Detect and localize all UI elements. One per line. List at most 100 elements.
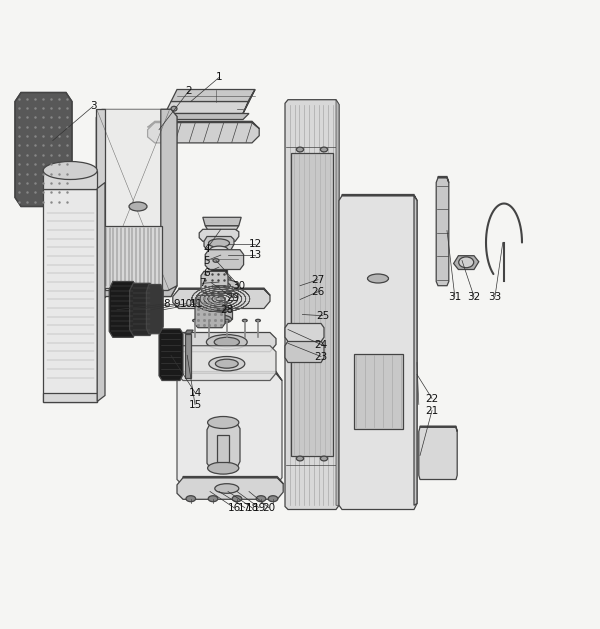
Polygon shape bbox=[109, 282, 137, 337]
Text: 4: 4 bbox=[203, 243, 211, 253]
Text: 21: 21 bbox=[425, 406, 439, 416]
Text: 24: 24 bbox=[314, 340, 328, 350]
Text: 19: 19 bbox=[253, 503, 266, 513]
Text: 33: 33 bbox=[488, 291, 502, 301]
Ellipse shape bbox=[186, 496, 196, 502]
Polygon shape bbox=[161, 109, 177, 296]
Ellipse shape bbox=[208, 462, 239, 474]
Text: 28: 28 bbox=[220, 304, 233, 314]
Text: 16: 16 bbox=[227, 503, 241, 513]
Polygon shape bbox=[185, 330, 193, 334]
Polygon shape bbox=[204, 237, 234, 250]
Polygon shape bbox=[148, 121, 259, 128]
Polygon shape bbox=[336, 100, 339, 505]
Polygon shape bbox=[15, 92, 72, 206]
Text: 9: 9 bbox=[173, 299, 181, 309]
Polygon shape bbox=[419, 427, 457, 479]
Ellipse shape bbox=[210, 315, 232, 323]
Polygon shape bbox=[211, 258, 229, 260]
Polygon shape bbox=[195, 295, 225, 328]
Polygon shape bbox=[173, 289, 270, 308]
Ellipse shape bbox=[256, 496, 266, 502]
Ellipse shape bbox=[268, 496, 278, 502]
Text: 25: 25 bbox=[316, 311, 329, 321]
Polygon shape bbox=[420, 426, 457, 431]
Text: 14: 14 bbox=[188, 387, 202, 398]
Polygon shape bbox=[43, 170, 97, 189]
Polygon shape bbox=[339, 196, 417, 509]
Text: 31: 31 bbox=[448, 291, 461, 301]
Ellipse shape bbox=[208, 416, 239, 428]
Text: 29: 29 bbox=[226, 292, 239, 303]
Text: 7: 7 bbox=[199, 278, 206, 288]
Polygon shape bbox=[177, 333, 276, 352]
Polygon shape bbox=[43, 189, 97, 401]
Ellipse shape bbox=[320, 147, 328, 152]
Polygon shape bbox=[211, 280, 227, 284]
Polygon shape bbox=[414, 196, 417, 505]
Polygon shape bbox=[436, 178, 449, 286]
Text: 23: 23 bbox=[314, 352, 328, 362]
Ellipse shape bbox=[224, 320, 229, 321]
Polygon shape bbox=[201, 271, 228, 294]
Polygon shape bbox=[148, 123, 259, 143]
Polygon shape bbox=[210, 308, 232, 320]
Polygon shape bbox=[243, 89, 255, 113]
Polygon shape bbox=[97, 182, 105, 401]
Text: 18: 18 bbox=[245, 503, 259, 513]
Text: 32: 32 bbox=[467, 291, 481, 301]
Polygon shape bbox=[96, 286, 177, 296]
Text: 30: 30 bbox=[232, 281, 245, 291]
Ellipse shape bbox=[296, 147, 304, 152]
Polygon shape bbox=[211, 260, 227, 274]
Polygon shape bbox=[171, 89, 255, 101]
Polygon shape bbox=[291, 152, 333, 455]
Text: 6: 6 bbox=[203, 267, 211, 277]
Text: 22: 22 bbox=[425, 394, 439, 403]
Polygon shape bbox=[354, 353, 403, 428]
Ellipse shape bbox=[208, 496, 218, 502]
Ellipse shape bbox=[213, 259, 219, 262]
Text: 11: 11 bbox=[190, 299, 203, 309]
Ellipse shape bbox=[242, 320, 247, 321]
Polygon shape bbox=[207, 424, 240, 467]
Ellipse shape bbox=[43, 162, 97, 179]
Polygon shape bbox=[177, 373, 282, 486]
Polygon shape bbox=[199, 230, 239, 242]
Ellipse shape bbox=[206, 335, 247, 350]
Ellipse shape bbox=[320, 456, 328, 461]
Text: 17: 17 bbox=[238, 503, 251, 513]
Polygon shape bbox=[185, 334, 191, 377]
Polygon shape bbox=[130, 283, 154, 335]
Ellipse shape bbox=[215, 484, 239, 493]
Ellipse shape bbox=[211, 282, 230, 289]
Polygon shape bbox=[146, 284, 163, 334]
Ellipse shape bbox=[256, 320, 260, 321]
Ellipse shape bbox=[209, 239, 229, 247]
Polygon shape bbox=[210, 250, 228, 260]
Ellipse shape bbox=[209, 357, 245, 371]
Text: 1: 1 bbox=[215, 72, 223, 82]
Ellipse shape bbox=[203, 279, 239, 292]
Ellipse shape bbox=[210, 302, 232, 310]
Polygon shape bbox=[159, 329, 183, 381]
Polygon shape bbox=[177, 477, 283, 499]
Ellipse shape bbox=[129, 202, 147, 211]
Polygon shape bbox=[342, 194, 417, 201]
Polygon shape bbox=[177, 346, 276, 381]
Polygon shape bbox=[454, 256, 479, 269]
Polygon shape bbox=[96, 109, 105, 296]
Ellipse shape bbox=[207, 275, 231, 284]
Ellipse shape bbox=[367, 274, 389, 283]
Ellipse shape bbox=[232, 496, 242, 502]
Text: 2: 2 bbox=[185, 86, 193, 96]
Text: 15: 15 bbox=[188, 399, 202, 409]
Text: 10: 10 bbox=[179, 299, 193, 309]
Ellipse shape bbox=[207, 279, 231, 289]
Ellipse shape bbox=[193, 320, 197, 321]
Polygon shape bbox=[183, 477, 283, 484]
Text: 27: 27 bbox=[311, 275, 325, 285]
Polygon shape bbox=[205, 250, 244, 269]
Polygon shape bbox=[285, 323, 324, 342]
Ellipse shape bbox=[210, 246, 228, 253]
